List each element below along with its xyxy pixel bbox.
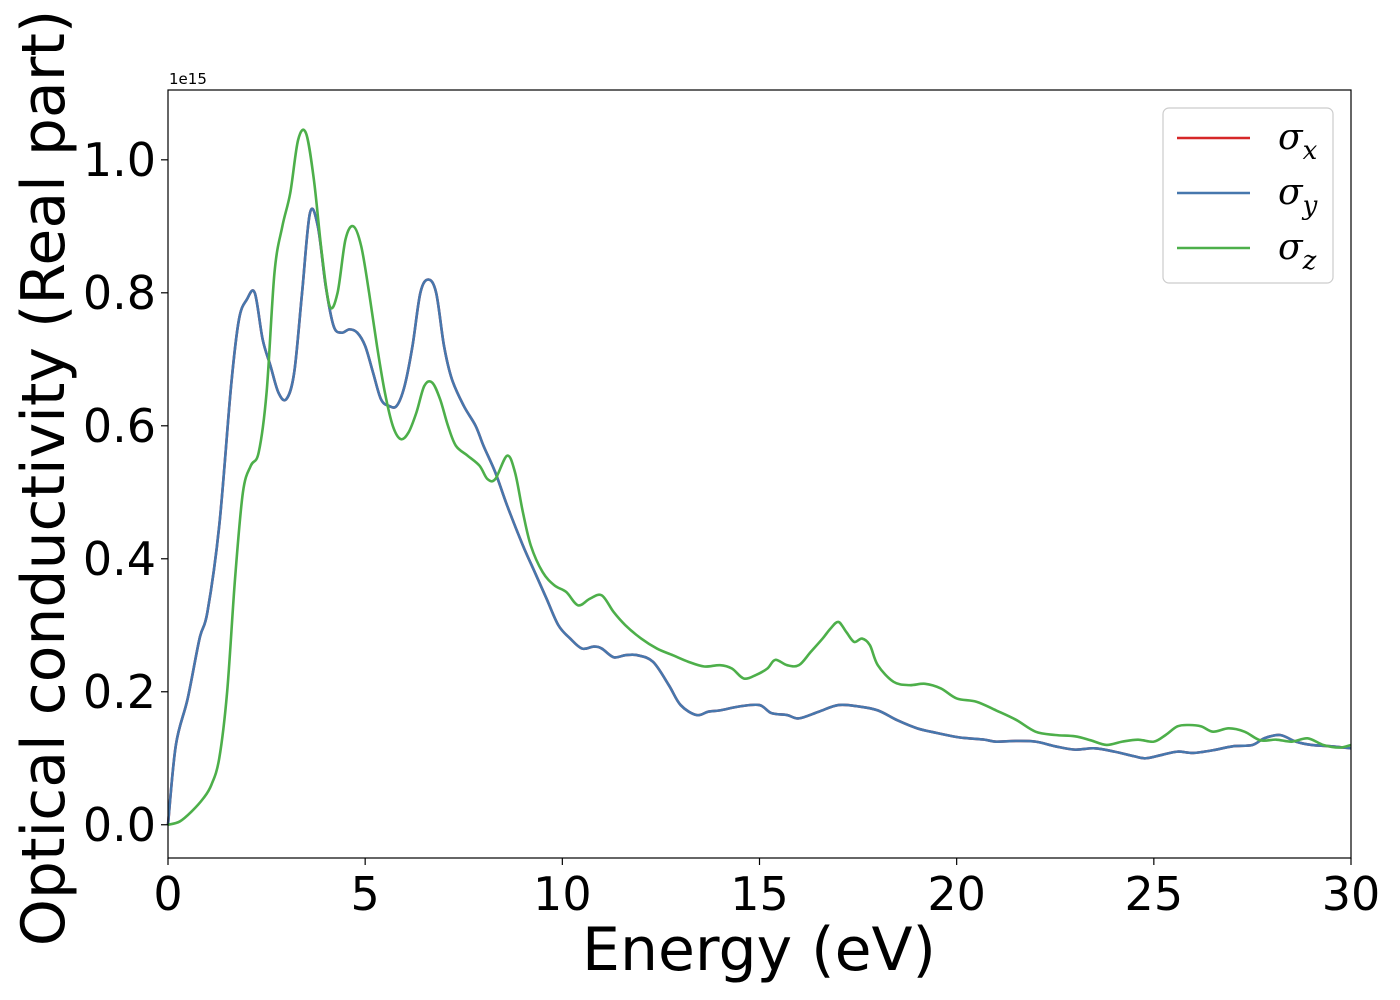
legend-box	[1162, 107, 1334, 284]
y-axis-offset-label: 1e15	[169, 70, 207, 88]
y-tick-label: 0.6	[83, 399, 156, 453]
x-tick-label: 5	[351, 867, 380, 921]
series-layer	[166, 128, 1352, 827]
x-axis-ticks: 0 5 10 15 20 25 30	[153, 858, 1380, 921]
y-tick-label: 0.8	[83, 266, 156, 320]
x-tick-label: 30	[1322, 867, 1381, 921]
x-tick-label: 0	[153, 867, 182, 921]
y-tick-label: 0.2	[83, 665, 156, 719]
y-tick-label: 0.4	[83, 532, 156, 586]
y-axis-ticks: 0.0 0.2 0.4 0.6 0.8 1.0	[83, 133, 168, 852]
y-tick-label: 1.0	[83, 133, 156, 187]
x-tick-label: 10	[533, 867, 592, 921]
series-line-sigma-y	[166, 207, 1352, 825]
x-tick-label: 15	[730, 867, 789, 921]
y-axis-title: Optical conductivity (Real part)	[9, 10, 79, 947]
series-line-sigma-z	[167, 128, 1352, 827]
y-tick-label: 0.0	[83, 798, 156, 852]
x-tick-label: 20	[927, 867, 986, 921]
x-axis-title: Energy (eV)	[582, 915, 936, 985]
series-line-sigma-x	[166, 207, 1352, 825]
x-tick-label: 25	[1125, 867, 1184, 921]
